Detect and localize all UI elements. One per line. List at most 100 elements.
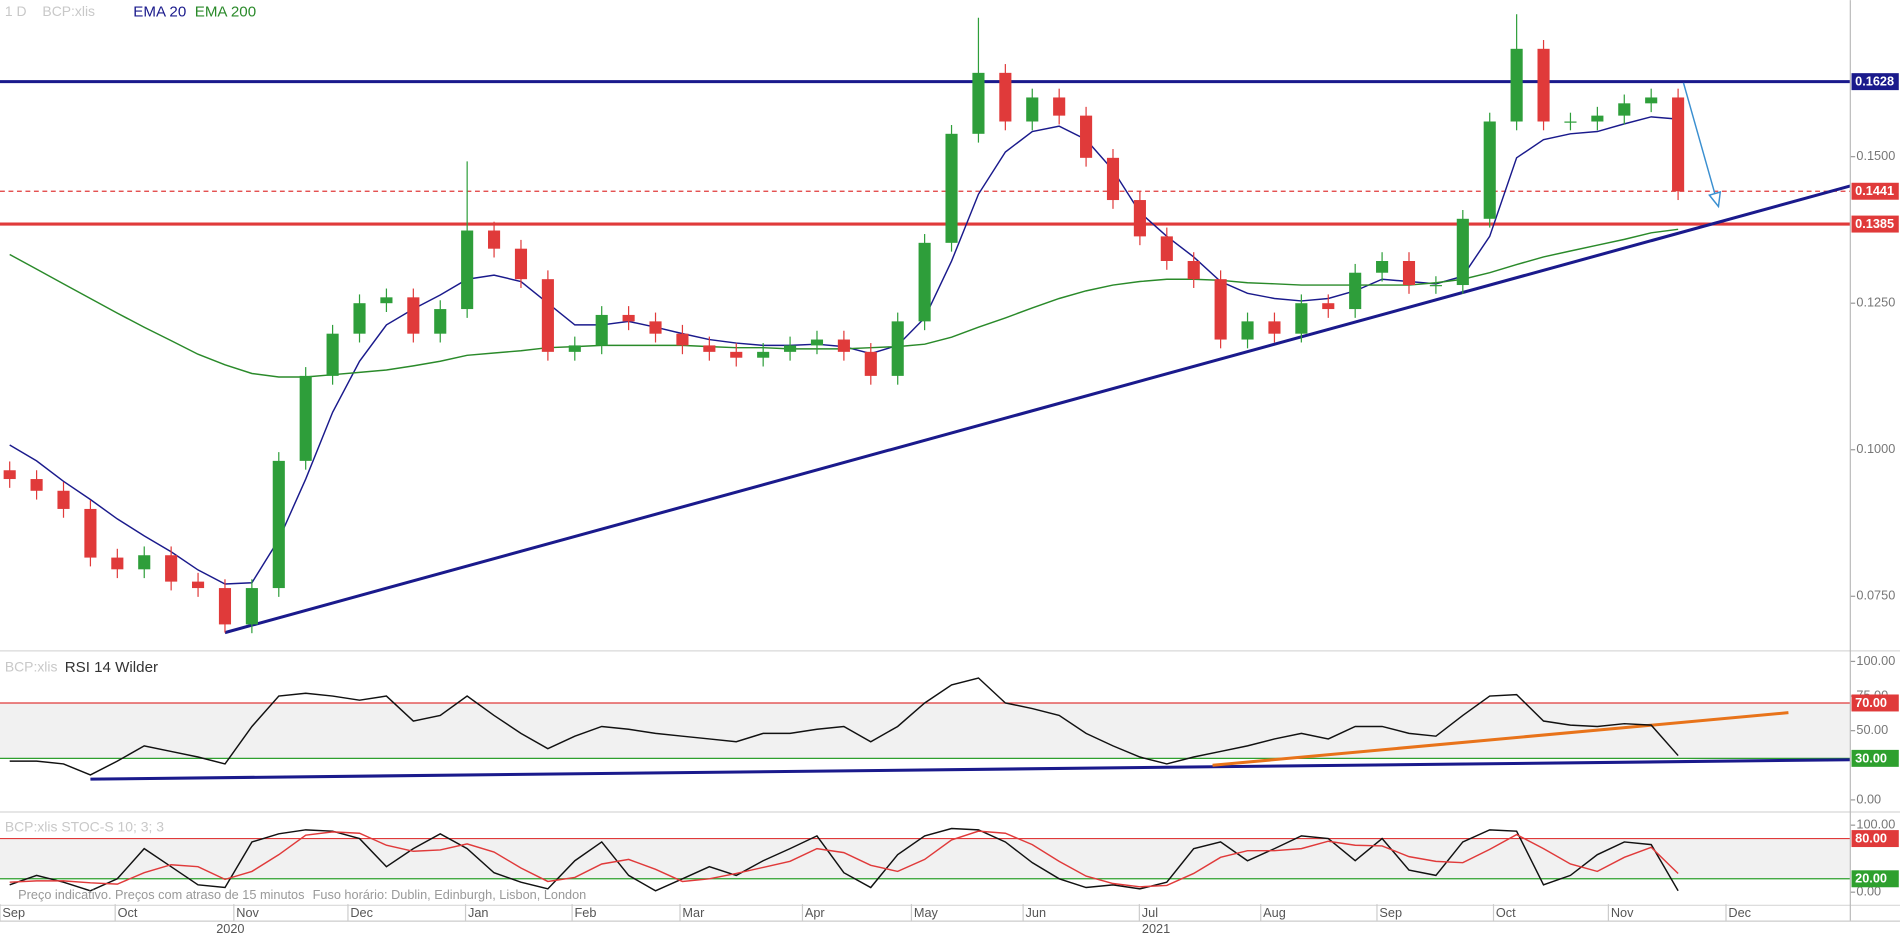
trend-line <box>224 184 1851 635</box>
candle-body <box>1133 200 1146 237</box>
arrow-head <box>1708 191 1722 209</box>
candle-body <box>757 351 770 358</box>
legend-entry: EMA 20 <box>133 3 186 20</box>
legend-entry: RSI 14 Wilder <box>65 659 158 676</box>
trend-line <box>90 758 1851 781</box>
candle-body <box>1429 285 1442 287</box>
footer-timezone: Fuso horário: Dublin, Edinburgh, Lisbon,… <box>313 887 587 902</box>
candle-body <box>1483 121 1496 219</box>
level-label-box <box>1851 73 1899 91</box>
candle-body <box>1591 115 1604 122</box>
candle-body <box>1349 272 1362 310</box>
candle-body <box>407 297 420 334</box>
series-line <box>9 830 1679 888</box>
candle-body <box>57 490 70 509</box>
year-label: 2020 <box>216 921 244 936</box>
candle-body <box>1106 157 1120 201</box>
level-label: 0.1628 <box>1855 74 1894 89</box>
candle-body <box>541 279 554 352</box>
x-tick-label: Sep <box>1379 905 1402 920</box>
x-tick-label: Jul <box>1142 905 1158 920</box>
candle-body <box>192 581 205 589</box>
candle-body <box>730 351 743 358</box>
candle-body <box>299 375 312 461</box>
x-tick-label: Aug <box>1263 905 1286 920</box>
candle-body <box>1053 97 1066 116</box>
band <box>0 702 1851 759</box>
candle-body <box>703 345 716 352</box>
candle-body <box>272 460 285 589</box>
footer-delay: Preço indicativo. Preços com atraso de 1… <box>18 887 304 902</box>
year-label: 2021 <box>1142 921 1170 936</box>
level-label: 0.1385 <box>1855 216 1894 231</box>
candle-body <box>111 557 124 570</box>
candle-body <box>1295 303 1308 334</box>
candle-body <box>1564 121 1577 123</box>
x-tick-label: May <box>914 905 939 920</box>
y-tick-label: 0.0750 <box>1856 588 1895 603</box>
level-label-box <box>1851 830 1899 848</box>
candle-body <box>595 314 608 346</box>
candle-body <box>1618 103 1631 116</box>
candle-body <box>1322 303 1335 310</box>
candle-body <box>514 248 528 280</box>
level-label-box <box>1851 694 1899 712</box>
candle-body <box>1241 321 1254 340</box>
x-tick-label: Dec <box>1728 905 1751 920</box>
candle-body <box>945 133 958 243</box>
candle-body <box>3 470 16 480</box>
y-tick-label: 0.00 <box>1856 884 1881 899</box>
candle-body <box>218 588 232 625</box>
arrow-line <box>1682 82 1720 207</box>
candle-body <box>1187 260 1200 280</box>
candle-body <box>918 242 931 322</box>
candle-body <box>864 351 877 376</box>
candle-body <box>649 321 662 334</box>
candle-body <box>784 345 797 352</box>
candle-body <box>1456 218 1469 286</box>
x-tick-label: Sep <box>2 905 25 920</box>
candle-body <box>353 303 366 334</box>
y-tick-label: 100.00 <box>1856 817 1895 832</box>
level-label-box <box>1851 215 1899 233</box>
x-tick-label: Jun <box>1026 905 1047 920</box>
legend-entry: EMA 200 <box>195 3 256 20</box>
y-tick-label: 0.1000 <box>1856 441 1895 456</box>
y-tick-label: 0.00 <box>1856 791 1881 806</box>
level-label: 70.00 <box>1855 695 1887 710</box>
series-line <box>9 827 1679 892</box>
candle-body <box>30 479 43 491</box>
candle-body <box>1214 279 1227 340</box>
x-tick-label: Oct <box>1496 905 1516 920</box>
candle-body <box>1645 97 1658 104</box>
candle-body <box>676 333 689 346</box>
x-tick-label: Feb <box>575 905 597 920</box>
candle-body <box>245 588 258 625</box>
candle-body <box>1268 321 1281 334</box>
level-label-box <box>1851 870 1899 888</box>
trend-line <box>1212 711 1789 767</box>
candle-body <box>1026 97 1039 122</box>
candle-body <box>138 555 151 570</box>
x-tick-label: Nov <box>236 905 259 920</box>
candle-body <box>84 508 97 558</box>
candle-body <box>488 230 501 249</box>
series-line <box>9 677 1679 776</box>
candle-body <box>999 72 1012 122</box>
candle-body <box>1376 260 1389 273</box>
candle-body <box>1160 236 1173 261</box>
candle-body <box>810 339 824 346</box>
y-tick-label: 0.1500 <box>1856 148 1895 163</box>
chart-title: BCP:xlis STOC-S 10; 3; 3 <box>5 818 164 834</box>
chart-title: BCP:xlis <box>5 659 58 675</box>
x-tick-label: Nov <box>1611 905 1634 920</box>
candle-body <box>568 345 581 352</box>
x-tick-label: Apr <box>805 905 826 920</box>
candle-body <box>622 314 635 322</box>
level-label: 80.00 <box>1855 831 1887 846</box>
y-tick-label: 50.00 <box>1856 722 1888 737</box>
x-tick-label: Jan <box>468 905 489 920</box>
candle-body <box>1537 48 1550 122</box>
